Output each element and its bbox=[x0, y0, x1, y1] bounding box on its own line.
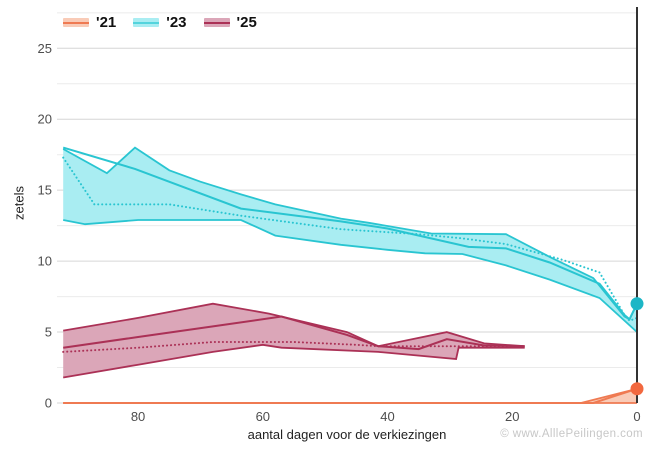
x-tick-label: 40 bbox=[380, 409, 394, 424]
series-21-end-dot bbox=[630, 382, 644, 396]
y-tick-label: 20 bbox=[38, 112, 52, 127]
series-25-mean-line bbox=[63, 315, 525, 351]
series-23-band-lower-line bbox=[63, 219, 638, 333]
series-25-band-upper-line bbox=[63, 302, 525, 348]
series-21-band-upper-line bbox=[63, 387, 638, 404]
x-tick-label: 0 bbox=[633, 409, 640, 424]
series-25-dotted-line bbox=[62, 341, 526, 353]
y-axis-title: zetels bbox=[11, 186, 27, 220]
x-tick-label: 80 bbox=[131, 409, 145, 424]
y-tick-label: 15 bbox=[38, 183, 52, 198]
series-23-dotted-line bbox=[62, 156, 638, 322]
legend-swatch bbox=[203, 18, 230, 27]
series-25-band-lower-line bbox=[63, 343, 525, 379]
series-21-band bbox=[63, 388, 637, 403]
legend-item-21[interactable]: '21 bbox=[63, 15, 116, 30]
series-23-band-upper-line bbox=[62, 146, 638, 321]
y-tick-label: 0 bbox=[45, 396, 52, 411]
y-tick-label: 10 bbox=[38, 254, 52, 269]
legend-swatch-line bbox=[63, 21, 89, 24]
legend-swatch bbox=[63, 18, 89, 27]
x-tick-label: 20 bbox=[505, 409, 519, 424]
legend-item-25[interactable]: '25 bbox=[203, 14, 257, 31]
series-21-mean-line bbox=[63, 387, 638, 404]
series-23-mean-line bbox=[62, 146, 638, 321]
legend-label: '21 bbox=[96, 14, 117, 31]
legend-label: '25 bbox=[236, 14, 257, 31]
watermark: © www.AlllePeilingen.com bbox=[500, 428, 643, 440]
legend-label: '23 bbox=[166, 14, 187, 31]
legend-swatch bbox=[133, 18, 160, 27]
legend-item-23[interactable]: '23 bbox=[133, 14, 187, 31]
series-23-end-dot bbox=[630, 297, 644, 311]
legend-swatch-line bbox=[203, 21, 230, 24]
x-tick-label: 60 bbox=[256, 409, 270, 424]
y-tick-label: 5 bbox=[45, 325, 52, 340]
y-tick-label: 25 bbox=[38, 41, 52, 56]
series-25-band bbox=[63, 303, 525, 378]
series-23-band bbox=[63, 147, 637, 333]
legend: '21 '23 '25 bbox=[63, 15, 257, 30]
legend-swatch-line bbox=[133, 21, 160, 24]
x-axis-title: aantal dagen voor de verkiezingen bbox=[247, 427, 447, 442]
